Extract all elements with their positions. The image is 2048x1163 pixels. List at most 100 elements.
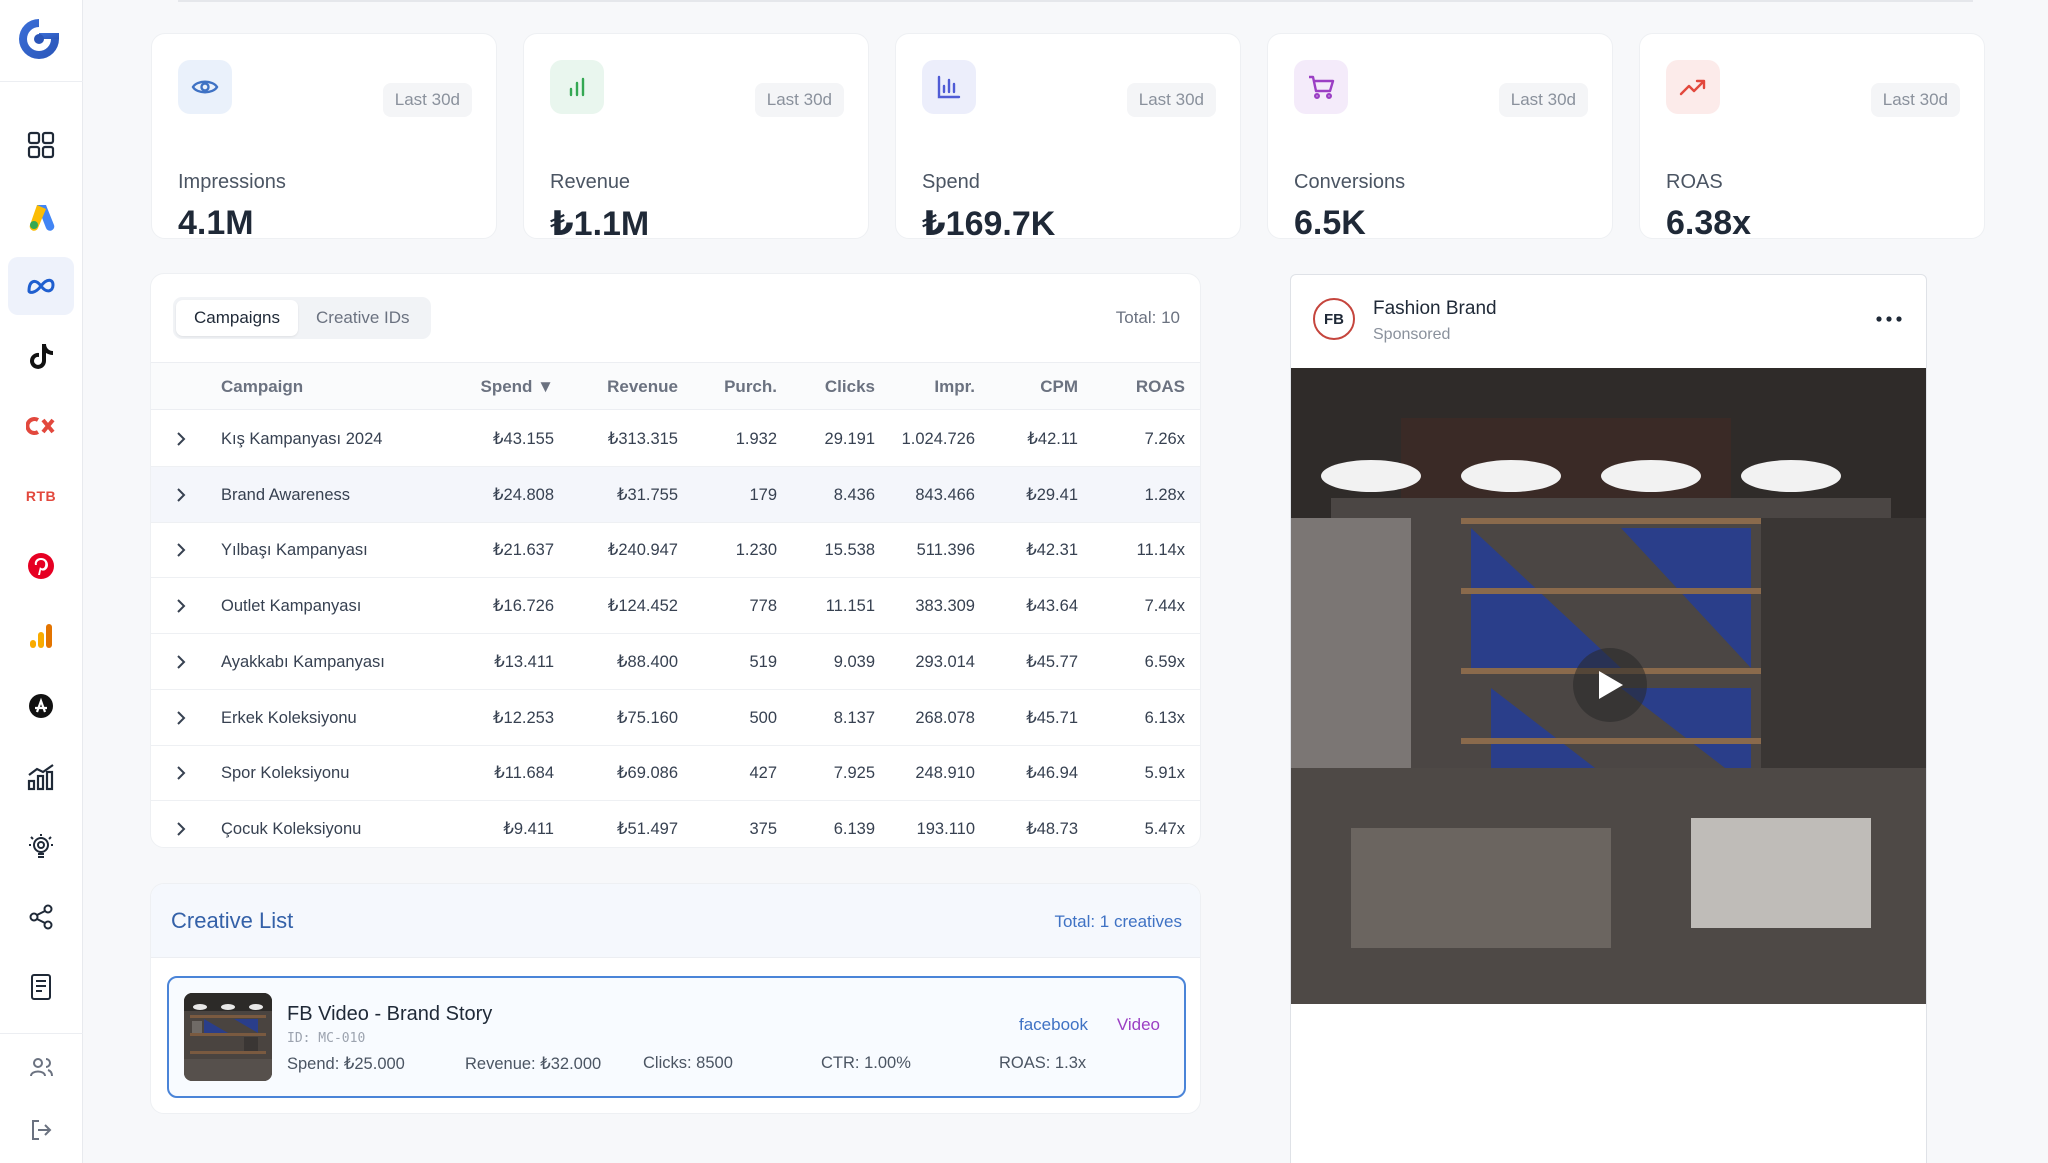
kpi-value: 4.1M <box>178 204 254 242</box>
play-button[interactable] <box>1573 648 1647 722</box>
cell-impressions: 511.396 <box>916 541 975 560</box>
cell-impressions: 248.910 <box>915 764 975 783</box>
expand-chevron-icon[interactable] <box>171 429 191 449</box>
sidebar-item-share[interactable] <box>8 888 74 946</box>
table-row[interactable]: Ayakkabı Kampanyası ₺13.411 ₺88.400 519 9.03… <box>151 634 1200 690</box>
table-header: Campaign Spend ▼ Revenue Purch. Clicks I… <box>151 362 1200 410</box>
expand-chevron-icon[interactable] <box>171 763 191 783</box>
column-header-spend[interactable]: Spend ▼ <box>480 377 555 396</box>
pinterest-icon <box>28 553 54 579</box>
cell-roas: 1.28x <box>1144 485 1185 504</box>
cell-spend: ₺16.726 <box>493 597 554 616</box>
ideas-icon <box>29 834 53 858</box>
cell-purchases: 500 <box>749 708 777 727</box>
cell-cpm: ₺43.64 <box>1026 597 1078 616</box>
cell-purchases: 519 <box>749 652 777 671</box>
cell-spend: ₺9.411 <box>503 819 554 838</box>
cell-roas: 7.44x <box>1144 597 1185 616</box>
sidebar-item-criteo[interactable] <box>8 397 74 455</box>
expand-chevron-icon[interactable] <box>171 540 191 560</box>
column-header-impressions[interactable]: Impr. <box>934 377 975 396</box>
creative-list-title: Creative List <box>171 908 294 933</box>
table-row[interactable]: Çocuk Koleksiyonu ₺9.411 ₺51.497 375 6.139 19… <box>151 801 1200 847</box>
creative-id: ID: MC-010 <box>287 1031 366 1046</box>
cell-purchases: 427 <box>749 764 777 783</box>
table-row[interactable]: Brand Awareness ₺24.808 ₺31.755 179 8.436 843… <box>151 466 1200 523</box>
kpi-value: 6.5K <box>1294 204 1366 242</box>
cell-campaign: Outlet Kampanyası <box>221 597 362 616</box>
cell-revenue: ₺240.947 <box>607 541 678 560</box>
expand-chevron-icon[interactable] <box>171 596 191 616</box>
creative-roas: ROAS: 1.3x <box>999 1054 1087 1072</box>
column-header-clicks[interactable]: Clicks <box>824 377 875 396</box>
sidebar-item-appstore[interactable] <box>8 677 74 735</box>
sidebar-item-pinterest[interactable] <box>8 537 74 595</box>
sidebar-item-ideas[interactable] <box>8 818 74 876</box>
table-row[interactable]: Kış Kampanyası 2024 ₺43.155 ₺313.315 1.932 2… <box>151 411 1200 467</box>
cell-cpm: ₺45.77 <box>1026 652 1078 671</box>
column-header-roas[interactable]: ROAS <box>1135 377 1185 396</box>
sidebar-item-reports[interactable] <box>8 748 74 806</box>
kpi-period: Last 30d <box>1870 83 1960 117</box>
cell-roas: 11.14x <box>1136 541 1185 560</box>
sidebar-item-google-ads[interactable] <box>8 187 74 245</box>
cell-revenue: ₺31.755 <box>617 485 678 504</box>
expand-chevron-icon[interactable] <box>171 485 191 505</box>
expand-chevron-icon[interactable] <box>171 819 191 839</box>
cell-revenue: ₺51.497 <box>617 819 678 838</box>
cell-spend: ₺43.155 <box>493 430 554 448</box>
table-row[interactable]: Spor Koleksiyonu ₺11.684 ₺69.086 427 7.925 24… <box>151 745 1200 802</box>
cell-campaign: Ayakkabı Kampanyası <box>221 652 385 671</box>
expand-chevron-icon[interactable] <box>171 708 191 728</box>
page-name[interactable]: Fashion Brand <box>1373 298 1497 319</box>
table-row[interactable]: Erkek Koleksiyonu ₺12.253 ₺75.160 500 8.137 2… <box>151 690 1200 746</box>
cell-campaign: Yılbaşı Kampanyası <box>221 541 368 560</box>
sidebar-item-users[interactable] <box>8 1038 74 1096</box>
cell-cpm: ₺46.94 <box>1026 764 1078 783</box>
table-row[interactable]: Outlet Kampanyası ₺16.726 ₺124.452 778 11.15… <box>151 578 1200 635</box>
sidebar-item-dashboard[interactable] <box>8 116 74 174</box>
cell-campaign: Brand Awareness <box>221 485 351 504</box>
share-icon <box>29 904 53 930</box>
kpi-card-conversions: Last 30d Conversions 6.5K <box>1267 33 1613 242</box>
cell-purchases: 375 <box>749 819 777 838</box>
sidebar-item-logout[interactable] <box>8 1101 74 1159</box>
tab-creative-ids[interactable]: Creative IDs <box>316 308 410 327</box>
cell-purchases: 1.230 <box>735 541 777 560</box>
kpi-period: Last 30d <box>1126 83 1216 117</box>
rtb-icon: RTB <box>25 488 57 504</box>
kpi-label: ROAS <box>1666 171 1723 193</box>
campaign-total: Total: 10 <box>1115 308 1180 327</box>
ad-video[interactable] <box>1291 368 1926 1004</box>
kpi-period: Last 30d <box>754 83 844 117</box>
tab-campaigns[interactable]: Campaigns <box>176 300 298 336</box>
kpi-period: Last 30d <box>382 83 472 117</box>
column-header-revenue[interactable]: Revenue <box>607 377 678 396</box>
sidebar-item-invoice[interactable] <box>8 958 74 1016</box>
tab-group: Campaigns Creative IDs <box>173 297 431 339</box>
brand-logo[interactable] <box>16 16 62 62</box>
cell-clicks: 8.137 <box>833 708 875 727</box>
ad-preview: FB Fashion Brand Sponsored <box>1290 274 1927 1163</box>
expand-chevron-icon[interactable] <box>171 652 191 672</box>
kpi-label: Impressions <box>178 171 286 193</box>
kpi-label: Spend <box>922 171 980 193</box>
sidebar-item-analytics[interactable] <box>8 607 74 665</box>
cell-impressions: 193.110 <box>916 819 975 838</box>
creative-list-panel: Creative List Total: 1 creatives FB Vide… <box>150 883 1201 1114</box>
cell-impressions: 383.309 <box>915 597 975 616</box>
sidebar-item-rtb[interactable]: RTB <box>8 467 74 525</box>
column-header-cpm[interactable]: CPM <box>1040 377 1078 396</box>
sidebar-divider <box>0 1033 83 1034</box>
cell-cpm: ₺29.41 <box>1026 485 1078 504</box>
sidebar-item-tiktok[interactable] <box>8 327 74 385</box>
column-header-campaign[interactable]: Campaign <box>221 377 304 396</box>
more-options-icon[interactable] <box>1874 312 1904 326</box>
creative-card[interactable]: FB Video - Brand Story ID: MC-010 Spend:… <box>167 976 1186 1098</box>
sidebar-item-meta[interactable] <box>8 257 74 315</box>
cell-roas: 6.59x <box>1144 652 1185 671</box>
cell-clicks: 11.151 <box>825 597 875 616</box>
table-row[interactable]: Yılbaşı Kampanyası ₺21.637 ₺240.947 1.230 15… <box>151 522 1200 579</box>
page-avatar[interactable]: FB <box>1313 298 1355 340</box>
column-header-purchases[interactable]: Purch. <box>724 377 777 396</box>
